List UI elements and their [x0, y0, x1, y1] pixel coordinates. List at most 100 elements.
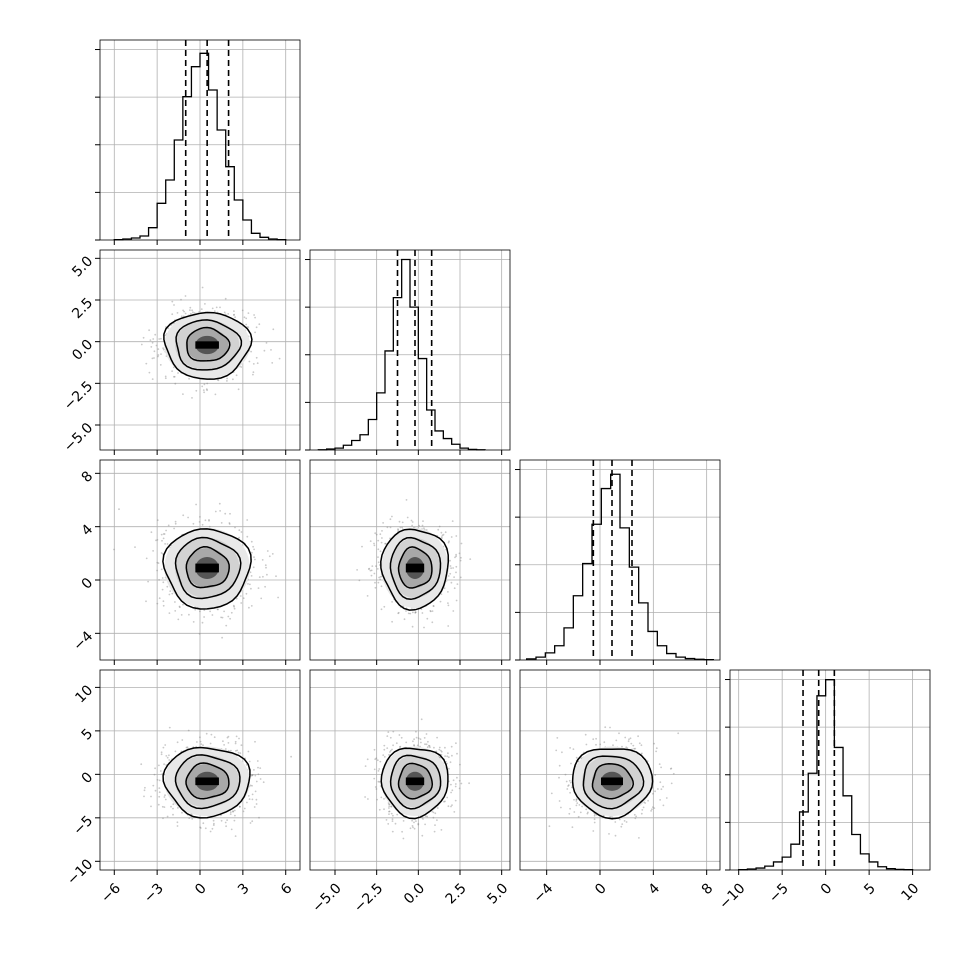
scatter-point	[418, 524, 421, 527]
scatter-point	[364, 765, 367, 767]
scatter-point	[192, 621, 195, 623]
scatter-point	[250, 587, 252, 590]
scatter-point	[633, 813, 636, 816]
scatter-point	[171, 370, 174, 372]
scatter-point	[143, 795, 145, 798]
scatter-point	[660, 788, 663, 791]
scatter-point	[630, 742, 633, 745]
scatter-point	[452, 610, 455, 612]
scatter-point	[206, 389, 209, 392]
density-contour	[163, 311, 253, 380]
scatter-point	[217, 608, 219, 611]
scatter-point	[187, 516, 190, 519]
scatter-point	[632, 744, 635, 747]
scatter-point	[277, 596, 279, 599]
scatter-point	[185, 746, 188, 749]
scatter-point	[428, 744, 430, 747]
scatter-point	[448, 540, 450, 543]
scatter-point	[603, 741, 606, 744]
scatter-point	[168, 593, 171, 596]
scatter-point	[161, 805, 164, 808]
y-tick-label: 0	[79, 769, 97, 787]
scatter-point	[436, 819, 438, 821]
scatter-point	[388, 810, 390, 813]
x-tick-label: −10	[716, 880, 748, 912]
scatter-point	[249, 822, 252, 824]
scatter-point	[375, 565, 377, 567]
scatter-point	[151, 341, 154, 344]
scatter-point	[438, 746, 441, 749]
scatter-point	[446, 796, 449, 799]
scatter-point	[377, 770, 380, 772]
scatter-point	[215, 306, 218, 309]
scatter-point	[234, 742, 237, 745]
scatter-point	[164, 543, 167, 545]
scatter-point	[421, 816, 424, 819]
scatter-point	[264, 564, 267, 567]
scatter-point	[453, 576, 455, 578]
scatter-point	[172, 813, 174, 816]
scatter-point	[405, 741, 408, 744]
scatter-point	[378, 781, 381, 783]
scatter-point	[385, 819, 388, 821]
scatter-point	[612, 744, 614, 747]
scatter-point	[575, 798, 578, 801]
scatter-point	[160, 337, 162, 340]
scatter-point	[592, 830, 595, 832]
scatter-point	[431, 610, 434, 612]
scatter-point	[150, 805, 152, 808]
scatter-point	[164, 377, 167, 380]
scatter-point	[255, 798, 258, 801]
scatter-point	[411, 819, 413, 822]
scatter-point	[444, 531, 447, 534]
scatter-point	[413, 744, 416, 747]
scatter-point	[250, 605, 253, 607]
scatter-point	[211, 827, 214, 830]
x-tick-label: −2.5	[351, 880, 386, 915]
scatter-point	[595, 743, 597, 746]
scatter-point	[423, 737, 426, 739]
x-tick-label: 0	[818, 880, 836, 898]
scatter-point	[460, 556, 462, 559]
scatter-point	[271, 553, 274, 555]
density-contour	[397, 762, 434, 800]
scatter-point	[182, 514, 185, 517]
scatter-point	[256, 362, 259, 365]
scatter-point	[174, 522, 177, 525]
scatter-point	[235, 374, 238, 377]
scatter-point	[235, 735, 238, 738]
scatter-point	[456, 776, 458, 779]
scatter-point	[572, 748, 575, 750]
scatter-point	[250, 540, 253, 543]
scatter-point	[262, 575, 264, 578]
scatter-point	[176, 825, 179, 827]
scatter-point	[440, 593, 443, 595]
scatter-point	[154, 333, 157, 336]
scatter-point	[391, 748, 393, 751]
scatter-point	[145, 362, 148, 365]
x-tick-label: 0.0	[401, 880, 428, 907]
scatter-point	[459, 763, 461, 766]
histogram-panel-4	[729, 669, 931, 871]
y-tick-label: −4	[70, 628, 96, 654]
scatter-point	[209, 610, 212, 613]
scatter-point	[389, 518, 392, 521]
scatter-point	[226, 380, 228, 382]
scatter-point	[211, 307, 214, 310]
scatter-point	[201, 385, 204, 388]
scatter-point	[414, 611, 417, 614]
scatter-point	[262, 781, 265, 784]
scatter-point	[255, 780, 258, 783]
scatter-point	[162, 537, 165, 540]
scatter-point	[265, 342, 268, 344]
scatter-point	[436, 807, 439, 809]
scatter-point	[202, 744, 204, 747]
scatter-point	[150, 346, 153, 348]
scatter-point	[167, 327, 170, 330]
scatter-point	[233, 809, 236, 812]
scatter-point	[242, 810, 245, 813]
scatter-point	[177, 618, 180, 621]
scatter-point	[162, 348, 165, 351]
scatter-point	[440, 536, 443, 538]
density-contour	[162, 746, 251, 819]
